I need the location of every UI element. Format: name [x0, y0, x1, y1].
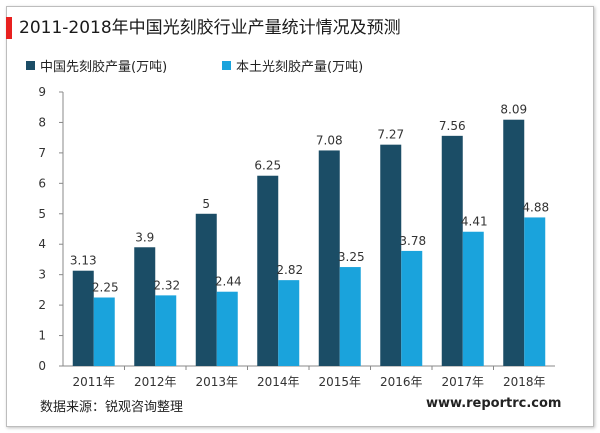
x-tick-label: 2015年 [318, 375, 361, 389]
data-source-note: 数据来源：锐观咨询整理 [40, 400, 184, 415]
bar-series-2 [339, 267, 361, 366]
bar-series-2 [216, 291, 238, 366]
x-tick-label: 2011年 [72, 375, 115, 389]
bar-series-1 [503, 119, 525, 367]
y-tick-label: 4 [38, 237, 46, 251]
title-accent-bar [6, 17, 12, 39]
bar-series-1 [318, 150, 340, 366]
data-label-series-1: 8.09 [500, 103, 527, 117]
bar-series-1 [195, 213, 217, 366]
legend-swatch-series-1 [26, 61, 35, 70]
legend-label-series-1: 中国先刻胶产量(万吨) [40, 60, 168, 75]
bar-series-2 [278, 280, 300, 366]
legend: 中国先刻胶产量(万吨) 本土光刻胶产量(万吨) [26, 56, 546, 76]
x-tick-label: 2013年 [195, 375, 238, 389]
y-tick-label: 8 [38, 115, 46, 129]
website-url: www.reportrc.com [426, 396, 562, 411]
data-label-series-2: 2.32 [153, 278, 180, 292]
legend-label-series-2: 本土光刻胶产量(万吨) [236, 60, 364, 75]
bar-series-2 [155, 295, 177, 366]
bar-series-1 [257, 175, 279, 366]
data-label-series-2: 2.25 [92, 281, 119, 295]
legend-item-series-2: 本土光刻胶产量(万吨) [222, 56, 363, 75]
bar-series-2 [462, 231, 484, 366]
bar-series-1 [72, 270, 94, 366]
y-tick-label: 6 [38, 176, 46, 190]
legend-swatch-series-2 [222, 61, 231, 70]
bar-series-1 [380, 144, 402, 366]
y-tick-label: 9 [38, 85, 46, 99]
y-tick-label: 0 [38, 359, 46, 373]
data-label-series-1: 3.9 [135, 230, 154, 244]
bar-series-2 [401, 250, 423, 366]
data-label-series-1: 7.27 [377, 128, 404, 142]
legend-item-series-1: 中国先刻胶产量(万吨) [26, 56, 167, 75]
chart-title: 2011-2018年中国光刻胶行业产量统计情况及预测 [19, 18, 401, 38]
x-tick-label: 2018年 [503, 375, 546, 389]
data-label-series-1: 3.13 [70, 254, 97, 268]
bar-series-2 [93, 297, 115, 366]
data-label-series-2: 4.41 [461, 215, 488, 229]
data-label-series-1: 6.25 [254, 159, 281, 173]
x-tick-label: 2014年 [257, 375, 300, 389]
y-tick-label: 3 [38, 268, 46, 282]
bar-series-2 [524, 217, 546, 366]
data-label-series-1: 7.08 [316, 133, 343, 147]
x-tick-label: 2016年 [380, 375, 423, 389]
y-tick-label: 5 [38, 207, 46, 221]
x-tick-label: 2017年 [441, 375, 484, 389]
y-tick-label: 2 [38, 298, 46, 312]
x-tick-label: 2012年 [134, 375, 177, 389]
title-row: 2011-2018年中国光刻胶行业产量统计情况及预测 [6, 16, 566, 40]
y-tick-label: 1 [38, 329, 46, 343]
bar-series-1 [134, 247, 156, 366]
data-label-series-2: 2.82 [276, 263, 303, 277]
data-label-series-1: 7.56 [439, 119, 466, 133]
data-label-series-2: 4.88 [522, 200, 549, 214]
bar-series-1 [441, 135, 463, 366]
y-tick-label: 7 [38, 146, 46, 160]
data-label-series-2: 3.78 [399, 234, 426, 248]
data-label-series-2: 2.44 [215, 275, 242, 289]
data-label-series-2: 3.25 [338, 250, 365, 264]
data-label-series-1: 5 [202, 197, 210, 211]
